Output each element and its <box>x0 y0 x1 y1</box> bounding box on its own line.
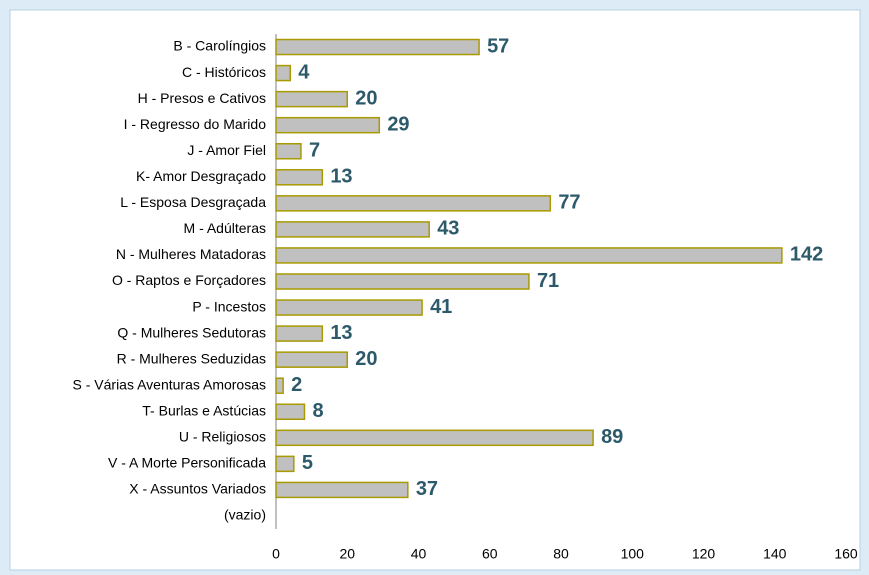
bar <box>275 273 530 290</box>
value-label: 13 <box>330 322 352 344</box>
x-tick-label: 20 <box>339 546 355 562</box>
bar <box>275 377 284 394</box>
bar <box>275 455 295 473</box>
x-tick-label: 0 <box>272 546 280 562</box>
y-tick-label: L - Esposa Desgraçada <box>120 194 266 210</box>
y-tick-label: U - Religiosos <box>179 429 266 445</box>
bar <box>275 169 324 186</box>
bar <box>275 429 594 447</box>
y-tick-label: (vazio) <box>224 507 266 523</box>
x-tick-label: 80 <box>553 546 569 562</box>
x-tick-label: 120 <box>692 546 716 562</box>
value-label: 13 <box>330 166 352 188</box>
bar <box>275 64 291 82</box>
bar <box>275 90 348 108</box>
value-label: 2 <box>291 374 302 396</box>
value-label: 89 <box>601 426 623 448</box>
value-label: 7 <box>309 140 320 162</box>
y-tick-label: P - Incestos <box>192 298 266 314</box>
value-label: 20 <box>355 87 377 109</box>
value-label: 5 <box>302 452 313 474</box>
bar <box>275 299 423 316</box>
plot-background <box>9 9 861 571</box>
bar <box>275 481 409 499</box>
y-tick-label: H - Presos e Cativos <box>138 90 266 106</box>
y-tick-label: M - Adúlteras <box>184 220 266 236</box>
y-tick-label: O - Raptos e Forçadores <box>112 272 266 288</box>
value-label: 77 <box>558 192 580 214</box>
x-tick-label: 140 <box>763 546 787 562</box>
x-tick-label: 60 <box>482 546 498 562</box>
value-label: 41 <box>430 296 452 318</box>
bar <box>275 403 306 421</box>
y-tick-label: Q - Mulheres Sedutoras <box>117 324 266 340</box>
y-tick-label: B - Carolíngios <box>173 38 266 54</box>
bar <box>275 351 348 368</box>
bar <box>275 247 783 264</box>
bar <box>275 325 324 342</box>
bar <box>275 221 430 238</box>
x-tick-label: 40 <box>411 546 427 562</box>
value-label: 71 <box>537 270 559 292</box>
y-tick-label: V - A Morte Personificada <box>108 455 266 471</box>
y-tick-label: I - Regresso do Marido <box>124 116 267 132</box>
bar <box>275 38 480 56</box>
y-tick-label: C - Históricos <box>182 64 266 80</box>
y-tick-label: J - Amor Fiel <box>187 142 266 158</box>
y-tick-label: T- Burlas e Astúcias <box>142 402 266 418</box>
y-tick-label: R - Mulheres Seduzidas <box>117 350 266 366</box>
bar <box>275 195 552 212</box>
value-label: 43 <box>437 218 459 240</box>
value-label: 20 <box>355 348 377 370</box>
value-label: 37 <box>416 478 438 500</box>
value-label: 142 <box>790 244 823 266</box>
value-label: 4 <box>298 61 310 83</box>
y-tick-label: S - Várias Aventuras Amorosas <box>73 376 267 392</box>
value-label: 29 <box>387 113 409 135</box>
y-tick-label: K- Amor Desgraçado <box>136 168 266 184</box>
x-tick-label: 100 <box>621 546 645 562</box>
bar <box>275 142 302 160</box>
value-label: 57 <box>487 35 509 57</box>
y-tick-label: N - Mulheres Matadoras <box>116 246 266 262</box>
value-label: 8 <box>313 400 324 422</box>
y-tick-label: X - Assuntos Variados <box>129 481 266 497</box>
bar <box>275 116 381 134</box>
x-tick-label: 160 <box>834 546 858 562</box>
